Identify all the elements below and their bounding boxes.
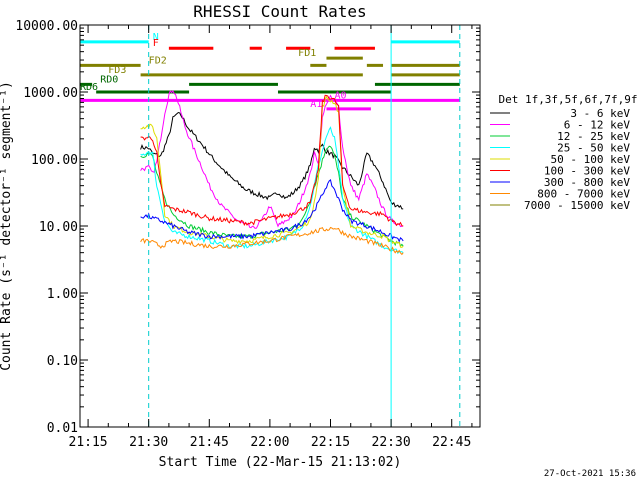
legend-entry: 800 - 7000 keV (537, 188, 630, 201)
y-tick-label: 0.10 (47, 354, 78, 369)
series-line-7 (140, 226, 404, 256)
x-tick-label: 22:00 (250, 435, 289, 450)
y-tick-label: 1000.00 (23, 86, 78, 101)
flag-label-fd3: FD3 (108, 65, 126, 76)
series-lines (140, 89, 404, 256)
series-line-5 (140, 94, 404, 227)
series-line-1 (140, 89, 404, 229)
x-axis-label: Start Time (22-Mar-15 21:13:02) (159, 455, 402, 470)
x-tick-label: 21:15 (69, 435, 108, 450)
legend-entry: 3 - 6 keV (570, 107, 630, 120)
legend-entry: 6 - 12 keV (564, 119, 631, 132)
x-axis: 21:15 21:30 21:45 22:00 22:15 22:30 22:45 (69, 25, 473, 450)
x-tick-label: 21:45 (190, 435, 229, 450)
flag-label-n: N (153, 32, 159, 43)
series-line-0 (140, 111, 404, 210)
legend-entry: 12 - 25 keV (557, 130, 630, 143)
legend-title: Det 1f,3f,5f,6f,7f,9f (498, 93, 637, 106)
flag-label-a1: A1 (310, 99, 322, 110)
flag-label-fd1: FD1 (298, 48, 316, 59)
flag-label-f: F (153, 38, 159, 49)
flag-label-rd6: RD6 (80, 82, 98, 93)
flag-label-fd2: FD2 (149, 55, 167, 66)
x-tick-label: 22:30 (372, 435, 411, 450)
y-tick-label: 1.00 (47, 287, 78, 302)
legend-entry: 25 - 50 keV (557, 142, 630, 155)
y-tick-label: 10000.00 (15, 19, 78, 34)
legend-entry: 7000 - 15000 keV (524, 199, 630, 212)
y-axis: 0.01 0.10 1.00 10.00 100.00 1000.00 10000.00 (15, 19, 480, 436)
legend-entry: 50 - 100 keV (551, 153, 631, 166)
x-tick-label: 22:45 (432, 435, 471, 450)
flag-label-rd0: RD0 (100, 74, 118, 85)
legend-entry: 300 - 800 keV (544, 176, 630, 189)
chart-title: RHESSI Count Rates (193, 2, 366, 21)
x-tick-label: 22:15 (311, 435, 350, 450)
series-line-6 (140, 178, 404, 243)
y-axis-label: Count Rate (s⁻¹ detector⁻¹ segment⁻¹) (0, 81, 14, 371)
x-tick-label: 21:30 (129, 435, 168, 450)
footer-date: 27-Oct-2021 15:36 (544, 469, 636, 479)
series-line-4 (140, 95, 404, 248)
y-tick-label: 100.00 (31, 153, 78, 168)
y-tick-label: 10.00 (39, 220, 78, 235)
flag-label-a0: A0 (335, 90, 347, 101)
series-line-3 (140, 126, 404, 255)
legend-entry: 100 - 300 keV (544, 165, 630, 178)
y-tick-label: 0.01 (47, 421, 78, 436)
